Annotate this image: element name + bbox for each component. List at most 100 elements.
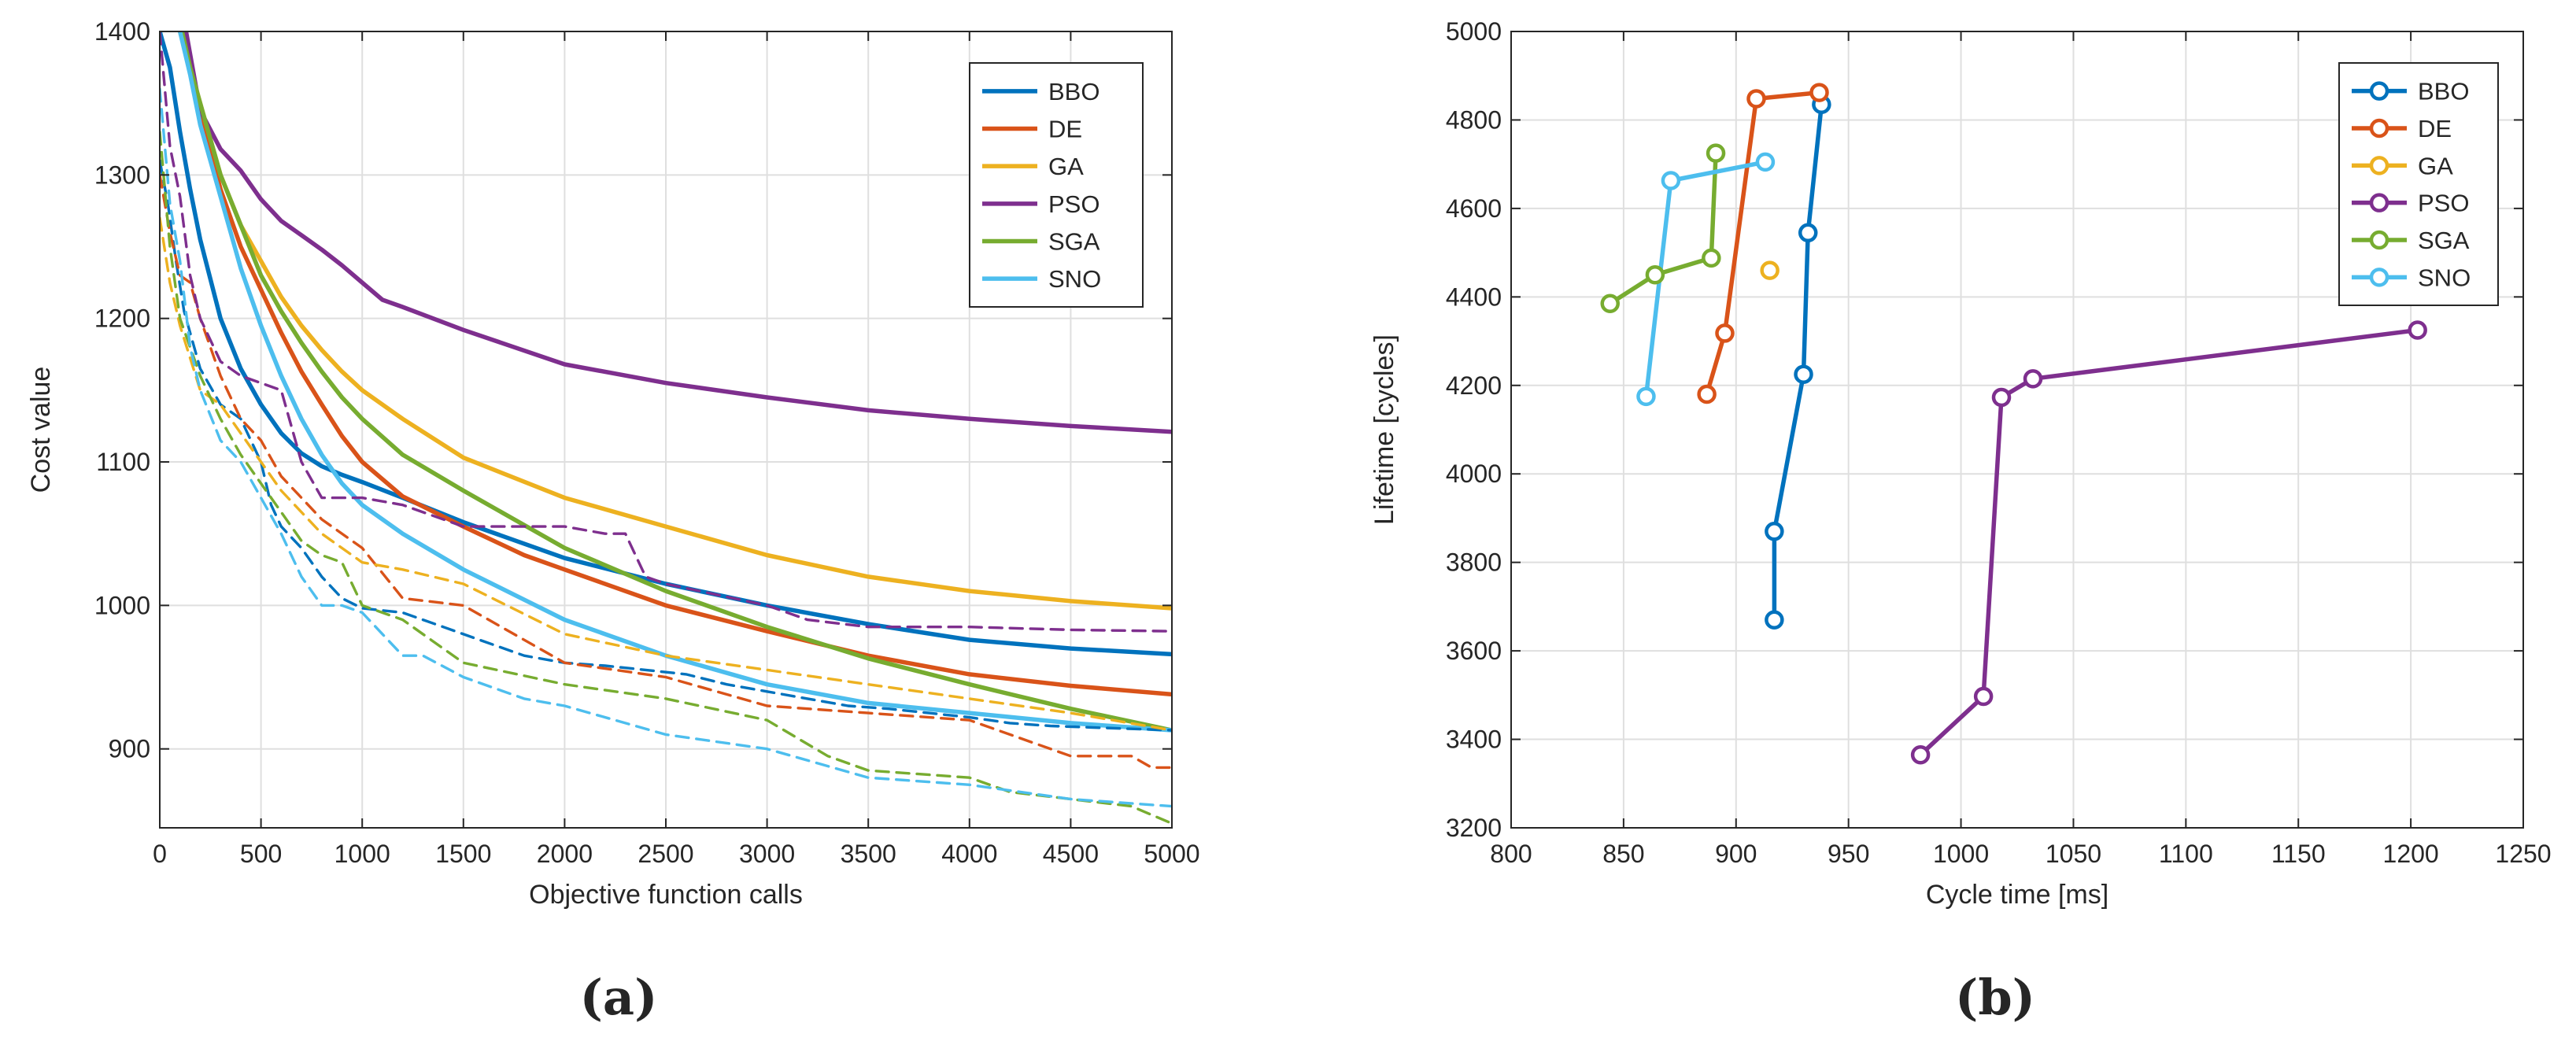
- x-tick-label: 500: [240, 840, 282, 868]
- legend-label-sno: SNO: [2418, 264, 2471, 291]
- point-sno: [1636, 386, 1656, 407]
- x-tick-label: 1200: [2383, 840, 2439, 868]
- y-tick-label: 4600: [1446, 194, 1502, 223]
- x-tick-label: 1250: [2495, 840, 2551, 868]
- legend-box: [969, 62, 1144, 308]
- x-tick-label: 4500: [1043, 840, 1099, 868]
- plot-area: [160, 31, 1172, 825]
- series-line-pso-best: [160, 31, 1172, 633]
- series-line-pso: [183, 31, 1172, 434]
- legend-marker-sno: [2369, 268, 2389, 287]
- series-line-sga: [179, 31, 1172, 733]
- legend-label-sno: SNO: [1048, 265, 1101, 293]
- legend-label-ga: GA: [1048, 153, 1084, 180]
- y-tick-label: 4800: [1446, 105, 1502, 134]
- y-tick-label: 4400: [1446, 282, 1502, 311]
- point-sga: [1706, 143, 1726, 163]
- x-tick-label: 2500: [638, 840, 693, 868]
- y-tick-label: 1400: [94, 17, 150, 46]
- y-tick-label: 1100: [96, 448, 150, 476]
- point-de: [1809, 83, 1829, 102]
- legend-label-sga: SGA: [1048, 228, 1100, 256]
- series-line-sno: [177, 31, 1172, 733]
- point-sga: [1600, 294, 1620, 314]
- x-tick-label: 1050: [2046, 840, 2101, 868]
- y-tick-label: 3200: [1446, 814, 1502, 842]
- legend-box: [2338, 62, 2499, 306]
- point-de: [1697, 384, 1717, 404]
- x-tick-label: 850: [1602, 840, 1644, 868]
- point-sno: [1661, 171, 1681, 190]
- legend-label-bbo: BBO: [1048, 78, 1100, 105]
- legend-label-pso: PSO: [1048, 190, 1100, 218]
- y-tick-label: 900: [109, 735, 150, 763]
- caption-b: (b): [1955, 969, 2035, 1026]
- y-axis-label: Lifetime [cycles]: [1369, 334, 1399, 525]
- legend-marker-bbo: [2369, 81, 2389, 101]
- x-tick-label: 0: [153, 840, 167, 868]
- y-tick-label: 1200: [94, 305, 150, 333]
- y-tick-label: 5000: [1446, 17, 1502, 46]
- x-tick-label: 1100: [2159, 840, 2213, 868]
- x-axis-label: Cycle time [ms]: [1926, 880, 2108, 910]
- point-bbo: [1794, 364, 1813, 384]
- y-tick-label: 3400: [1446, 726, 1502, 754]
- legend-label-de: DE: [2418, 115, 2452, 142]
- series-line-sga-best: [160, 130, 1172, 825]
- series-line-sga: [1607, 150, 1718, 306]
- point-sga: [1645, 264, 1665, 285]
- axes-box: [1510, 31, 2524, 829]
- chart-panel-b: 800 850 900 950 1000 1050 1100 1150 1200 1250 3200…: [1369, 17, 2552, 910]
- point-pso: [2023, 369, 2043, 389]
- x-tick-label: 800: [1490, 840, 1532, 868]
- series-line-ga-best: [160, 216, 1172, 732]
- x-tick-label: 4000: [941, 840, 997, 868]
- legend-marker-ga: [2369, 156, 2389, 175]
- legend-marker-de: [2369, 118, 2389, 138]
- legend-label-sga: SGA: [2418, 227, 2470, 254]
- x-tick-label: 3000: [739, 840, 795, 868]
- y-tick-label: 1300: [94, 161, 150, 189]
- x-tick-label: 3500: [841, 840, 896, 868]
- x-tick-label: 1000: [334, 840, 390, 868]
- series-line-sno-best: [160, 87, 1172, 808]
- y-tick-label: 3600: [1446, 637, 1502, 665]
- point-sno: [1755, 152, 1776, 172]
- y-tick-label: 3800: [1446, 548, 1502, 577]
- point-bbo: [1798, 223, 1818, 243]
- y-tick-label: 4000: [1446, 460, 1502, 488]
- point-pso: [2408, 320, 2427, 340]
- point-de: [1715, 323, 1735, 343]
- series-line-de: [1704, 90, 1822, 397]
- point-pso: [1910, 744, 1931, 765]
- legend-label-ga: GA: [2418, 152, 2453, 179]
- x-axis-label: Objective function calls: [529, 880, 803, 910]
- point-pso: [1991, 387, 2012, 408]
- point-sga: [1702, 248, 1721, 268]
- x-tick-label: 950: [1828, 840, 1869, 868]
- x-tick-label: 1150: [2271, 840, 2326, 868]
- x-tick-label: 900: [1715, 840, 1757, 868]
- legend-label-pso: PSO: [2418, 190, 2469, 217]
- y-tick-label: 4200: [1446, 371, 1502, 400]
- x-tick-label: 5000: [1144, 840, 1199, 868]
- legend: BBO DE GA PSO SGA SNO: [2338, 62, 2499, 306]
- caption-a: (a): [580, 969, 658, 1026]
- point-bbo: [1765, 522, 1784, 541]
- point-ga: [1760, 260, 1780, 280]
- x-tick-label: 2000: [537, 840, 593, 868]
- series-line-de-best: [160, 173, 1172, 770]
- point-de: [1746, 89, 1766, 109]
- y-tick-label: 1000: [94, 591, 150, 619]
- x-tick-label: 1500: [435, 840, 491, 868]
- legend-marker-pso: [2369, 193, 2389, 212]
- y-axis-label: Cost value: [26, 367, 56, 493]
- point-bbo: [1765, 610, 1784, 630]
- legend-marker-sga: [2369, 230, 2389, 250]
- point-pso: [1973, 686, 1994, 707]
- chart-panel-a: 0 500 1000 1500 2000 2500 3000 3500 4000 4500 5000…: [26, 17, 1200, 910]
- legend-label-bbo: BBO: [2418, 78, 2469, 105]
- series-line-bbo-best: [160, 159, 1172, 732]
